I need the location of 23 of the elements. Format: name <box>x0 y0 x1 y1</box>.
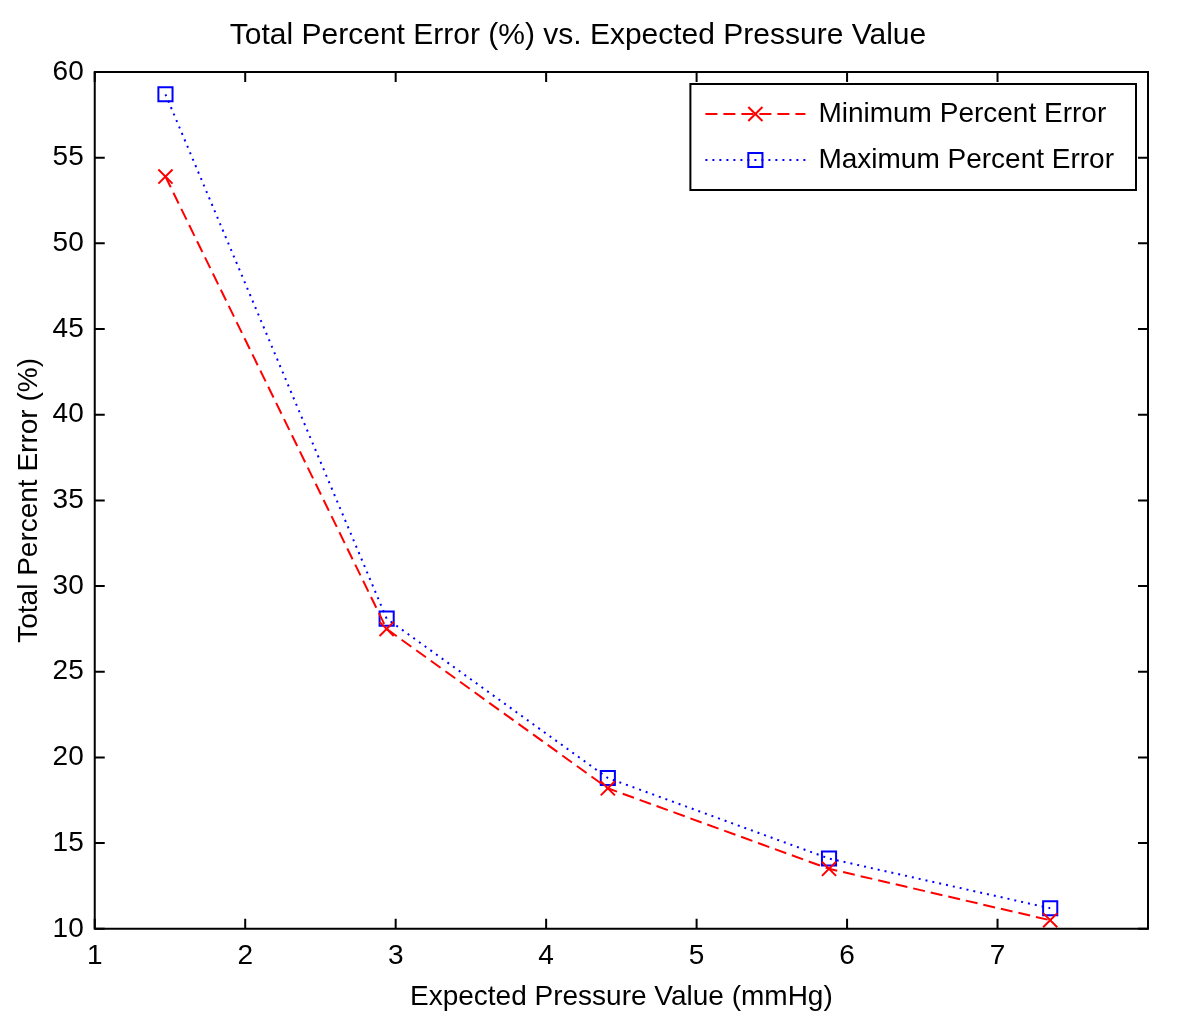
y-tick-label: 30 <box>52 568 84 600</box>
chart-title: Total Percent Error (%) vs. Expected Pressure Value <box>229 17 927 51</box>
y-tick-label: 50 <box>52 226 84 258</box>
y-axis-title: Total Percent Error (%) <box>11 358 43 643</box>
y-tick-label: 60 <box>52 54 84 86</box>
x-tick-label: 6 <box>839 939 855 971</box>
legend-label: Maximum Percent Error <box>818 142 1115 174</box>
y-tick-label: 55 <box>52 140 84 172</box>
x-tick-label: 3 <box>387 939 404 971</box>
y-tick-label: 35 <box>52 483 84 515</box>
y-tick-label: 20 <box>52 740 84 772</box>
x-tick-label: 1 <box>86 939 103 971</box>
x-tick-label: 7 <box>989 939 1006 971</box>
y-tick-label: 15 <box>52 825 84 857</box>
x-tick-label: 2 <box>237 939 253 971</box>
x-axis-title: Expected Pressure Value (mmHg) <box>410 979 833 1011</box>
y-tick-label: 40 <box>52 397 84 429</box>
y-tick-label: 45 <box>52 311 84 343</box>
y-tick-label: 10 <box>52 911 84 943</box>
x-tick-label: 4 <box>538 939 554 971</box>
x-tick-label: 5 <box>688 939 705 971</box>
y-tick-label: 25 <box>52 654 84 686</box>
legend-label: Minimum Percent Error <box>818 96 1107 128</box>
